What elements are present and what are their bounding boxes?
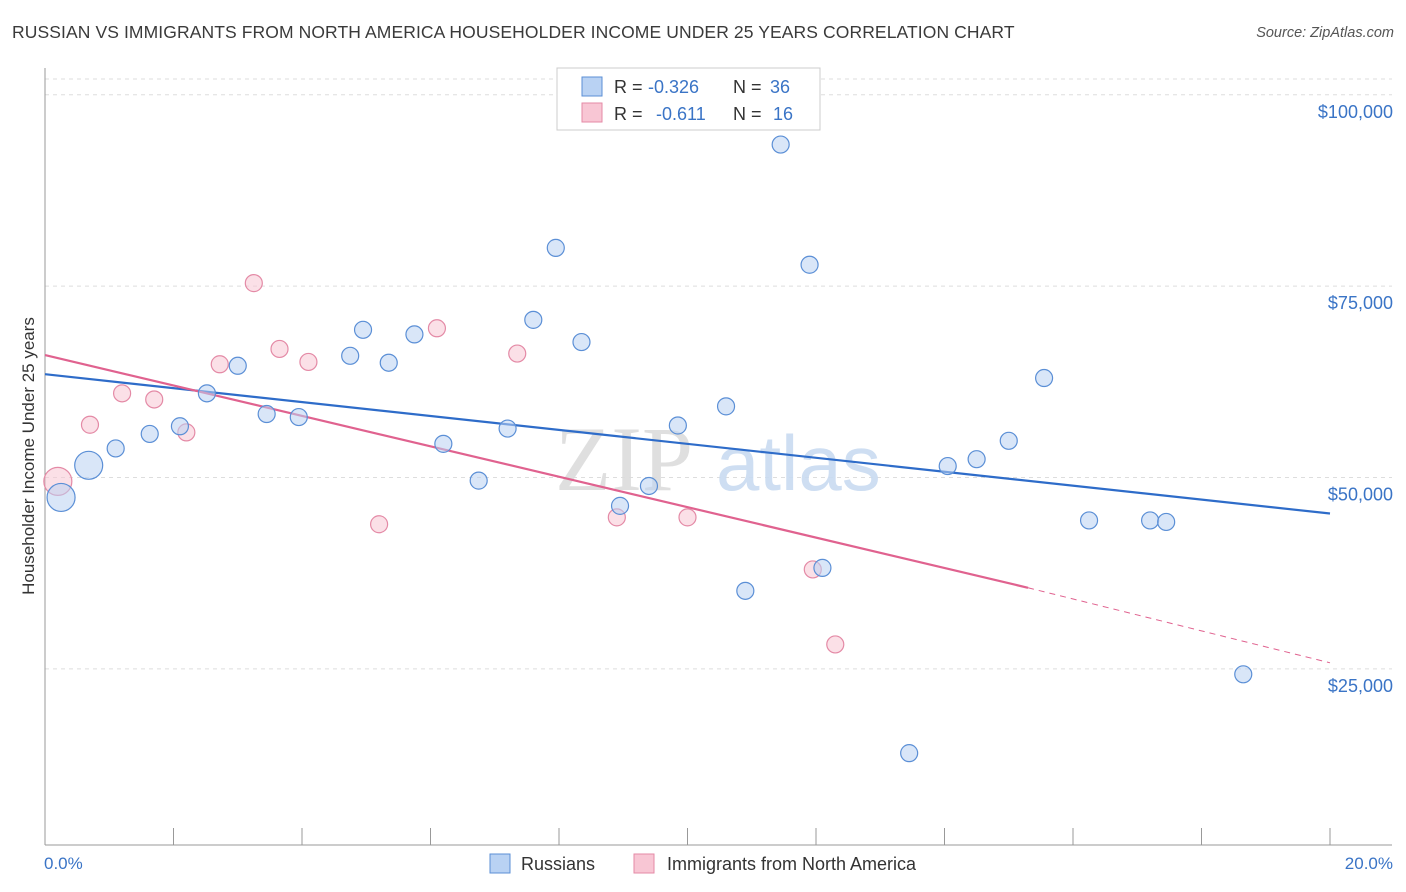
russians-point-26 [813, 558, 832, 577]
immigrants-point-6 [244, 274, 263, 293]
immigrants-point-2 [112, 384, 132, 403]
russians-point-18 [572, 332, 591, 352]
x-tick-label-min: 0.0% [44, 854, 83, 873]
legend-n-label-1: N = [733, 77, 762, 97]
legend-n-label-2: N = [733, 104, 762, 124]
russians-point-7 [257, 404, 276, 424]
russians-point-17 [546, 238, 565, 257]
immigrants-point-5 [210, 355, 229, 374]
x-tick-label-max: 20.0% [1345, 854, 1393, 873]
russians-point-14 [469, 471, 488, 490]
russians-point-12 [405, 325, 424, 344]
watermark-atlas: atlas [716, 419, 881, 507]
series-swatch-russians [489, 853, 511, 874]
gridlines [45, 78, 1392, 670]
immigrants-point-15 [826, 635, 845, 654]
legend-swatch-russians [581, 76, 603, 97]
russians-point-0 [46, 482, 76, 513]
russians-point-23 [736, 581, 755, 600]
legend-r-label-2: R = [614, 104, 643, 124]
chart-title: RUSSIAN VS IMMIGRANTS FROM NORTH AMERICA… [12, 22, 1015, 42]
y-tick-label-75000: $75,000 [1328, 293, 1393, 313]
russians-point-1 [74, 450, 104, 480]
correlation-legend: R = -0.326 N = 36 R = -0.611 N = 16 [556, 67, 821, 131]
russians-point-32 [1079, 511, 1099, 530]
immigrants-point-3 [145, 390, 164, 409]
russians-point-35 [1234, 665, 1253, 684]
russians-point-31 [1034, 368, 1054, 388]
immigrants-point-1 [80, 415, 100, 434]
y-axis-title: Householder Income Under 25 years [19, 317, 38, 595]
chart-source: Source: ZipAtlas.com [1256, 25, 1394, 41]
russians-point-21 [668, 416, 687, 435]
russians-point-33 [1140, 511, 1160, 530]
russians-point-9 [341, 346, 360, 365]
series-label-russians: Russians [521, 854, 595, 874]
immigrants-trendline-2 [1027, 587, 1331, 664]
russians-point-24 [771, 135, 790, 154]
series-legend: Russians Immigrants from North America [489, 853, 917, 874]
y-tick-label-100000: $100,000 [1318, 102, 1393, 122]
immigrants-point-11 [508, 344, 527, 363]
immigrants-point-13 [678, 508, 697, 527]
russians-point-8 [289, 407, 308, 427]
russians-point-6 [228, 356, 247, 375]
russians-trendline-0 [44, 373, 1331, 515]
immigrants-point-7 [270, 339, 289, 359]
y-tick-label-25000: $25,000 [1328, 676, 1393, 696]
russians-point-10 [353, 320, 373, 339]
immigrants-point-8 [299, 352, 318, 372]
russians-point-27 [900, 744, 919, 763]
russians-point-5 [197, 384, 217, 403]
legend-n-value-1: 36 [770, 77, 790, 97]
russians-point-11 [379, 353, 398, 372]
y-tick-label-50000: $50,000 [1328, 485, 1393, 505]
russians-point-4 [170, 417, 190, 436]
russians-point-29 [967, 450, 986, 469]
russians-point-3 [140, 424, 159, 444]
x-tick-marks [173, 828, 1331, 845]
russians-point-25 [800, 255, 819, 274]
russians-point-22 [716, 397, 736, 416]
russians-point-2 [106, 439, 125, 458]
russians-point-20 [639, 476, 659, 496]
watermark: ZIP atlas [555, 408, 881, 510]
immigrants-point-10 [427, 319, 447, 338]
immigrants-point-9 [370, 515, 389, 534]
y-tick-labels: $25,000 $50,000 $75,000 $100,000 [1318, 102, 1393, 696]
russians-point-28 [938, 456, 957, 476]
russians-points [46, 135, 1253, 763]
russians-point-19 [610, 496, 630, 515]
russians-point-13 [434, 434, 453, 453]
legend-n-value-2: 16 [773, 104, 793, 124]
russians-point-16 [524, 310, 543, 329]
russians-point-30 [999, 431, 1018, 450]
legend-swatch-immigrants [581, 102, 603, 123]
series-label-immigrants: Immigrants from North America [667, 854, 917, 874]
legend-r-value-1: -0.326 [648, 77, 699, 97]
legend-r-value-2: -0.611 [656, 104, 706, 124]
series-swatch-immigrants [633, 853, 655, 874]
russians-point-34 [1157, 512, 1176, 532]
legend-r-label-1: R = [614, 77, 643, 97]
russians-point-15 [498, 419, 517, 438]
